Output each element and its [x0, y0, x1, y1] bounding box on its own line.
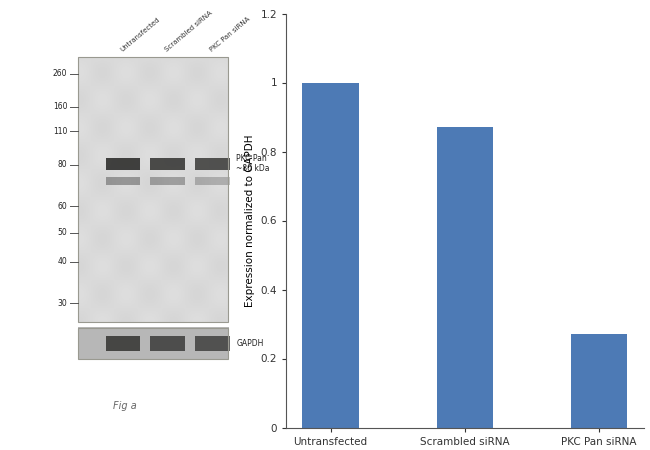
Text: GAPDH: GAPDH [237, 339, 264, 348]
Text: 30: 30 [57, 299, 67, 308]
Bar [437, 127, 493, 428]
Bar [196, 158, 229, 170]
Bar [150, 336, 185, 351]
Text: 160: 160 [53, 102, 67, 111]
Text: 50: 50 [57, 229, 67, 238]
Text: 110: 110 [53, 127, 67, 136]
Bar [105, 158, 140, 170]
Bar [150, 177, 185, 185]
Bar [196, 336, 229, 351]
Text: 80: 80 [58, 160, 67, 169]
Text: Scrambled siRNA: Scrambled siRNA [164, 10, 213, 53]
Bar [105, 336, 140, 351]
Bar [571, 334, 627, 428]
Y-axis label: Expression normalized to GAPDH: Expression normalized to GAPDH [245, 134, 255, 307]
Bar [105, 177, 140, 185]
Bar [78, 57, 228, 322]
Bar [78, 328, 228, 359]
Text: Untransfected: Untransfected [119, 16, 161, 53]
Text: PKC Pan
~80 kDa: PKC Pan ~80 kDa [237, 154, 270, 174]
Text: PKC Pan siRNA: PKC Pan siRNA [209, 16, 251, 53]
Text: 260: 260 [53, 69, 67, 78]
Text: 40: 40 [57, 257, 67, 266]
Bar [196, 177, 229, 185]
Text: Fig a: Fig a [114, 400, 137, 410]
Text: 60: 60 [57, 202, 67, 211]
Bar [150, 158, 185, 170]
Bar [302, 82, 359, 428]
